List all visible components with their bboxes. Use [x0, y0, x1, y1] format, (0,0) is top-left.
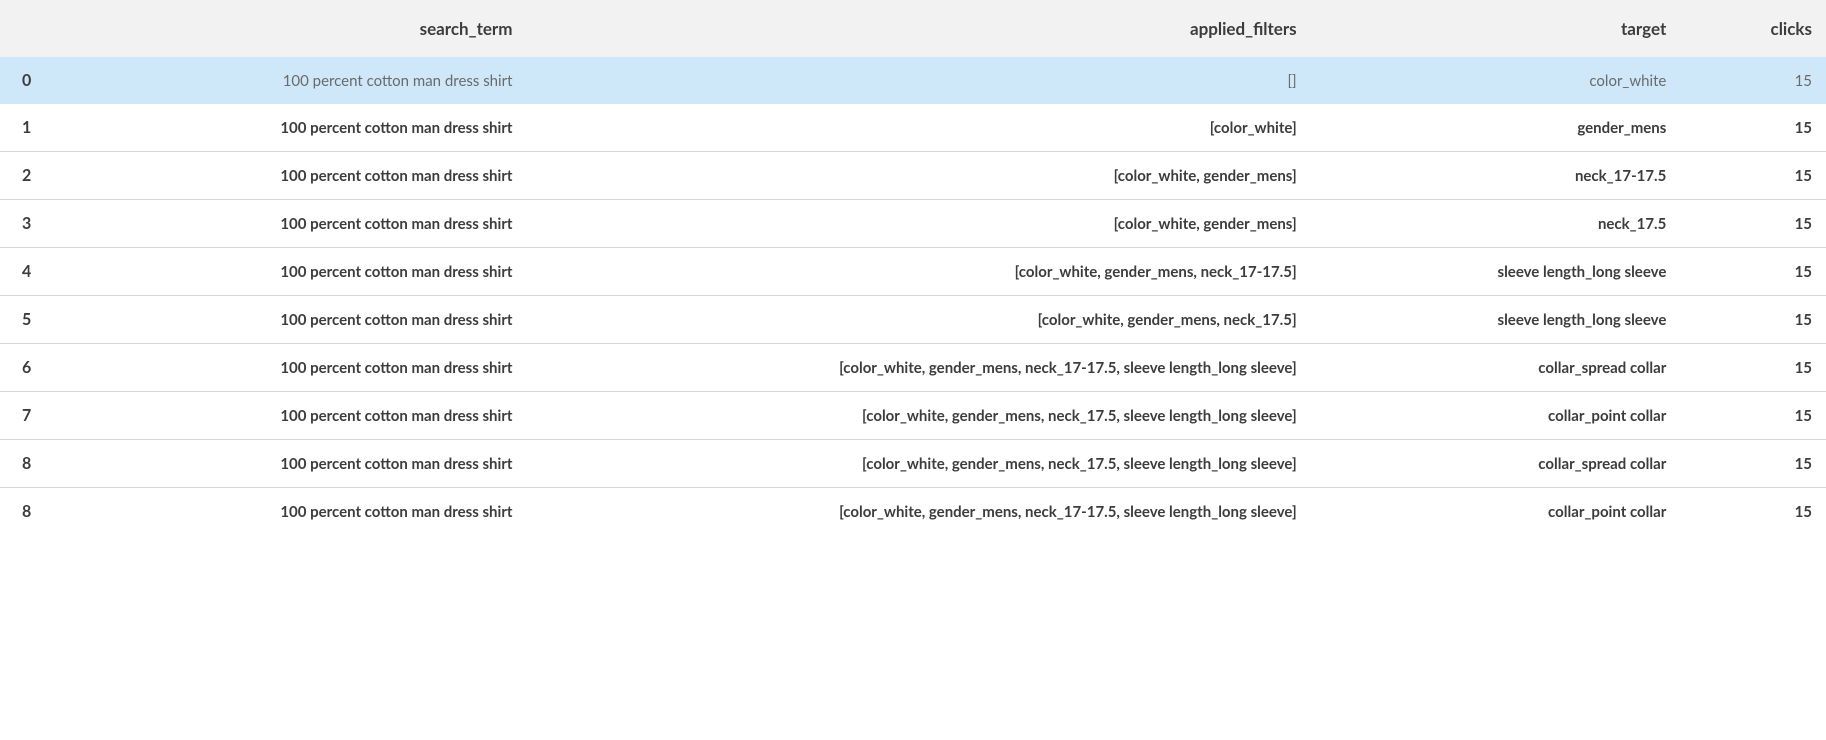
cell-clicks: 15 [1680, 296, 1826, 344]
row-index: 8 [0, 440, 78, 488]
cell-applied-filters: [color_white, gender_mens, neck_17-17.5,… [527, 488, 1311, 536]
cell-target: sleeve length_long sleeve [1311, 248, 1681, 296]
dataframe-container: search_term applied_filters target click… [0, 0, 1826, 535]
table-row[interactable]: 8 100 percent cotton man dress shirt [co… [0, 488, 1826, 536]
cell-applied-filters: [color_white, gender_mens] [527, 152, 1311, 200]
row-index: 0 [0, 57, 78, 104]
cell-target: collar_point collar [1311, 392, 1681, 440]
table-header-row: search_term applied_filters target click… [0, 0, 1826, 57]
row-index: 1 [0, 104, 78, 152]
cell-target: collar_point collar [1311, 488, 1681, 536]
cell-clicks: 15 [1680, 248, 1826, 296]
row-index: 4 [0, 248, 78, 296]
cell-clicks: 15 [1680, 344, 1826, 392]
cell-search-term: 100 percent cotton man dress shirt [78, 200, 526, 248]
cell-target: gender_mens [1311, 104, 1681, 152]
cell-search-term: 100 percent cotton man dress shirt [78, 296, 526, 344]
cell-applied-filters: [color_white, gender_mens] [527, 200, 1311, 248]
table-header: search_term applied_filters target click… [0, 0, 1826, 57]
cell-applied-filters: [color_white, gender_mens, neck_17-17.5,… [527, 344, 1311, 392]
cell-applied-filters: [] [527, 57, 1311, 104]
cell-applied-filters: [color_white] [527, 104, 1311, 152]
column-header-clicks: clicks [1680, 0, 1826, 57]
column-header-index [0, 0, 78, 57]
cell-search-term: 100 percent cotton man dress shirt [78, 152, 526, 200]
cell-applied-filters: [color_white, gender_mens, neck_17.5, sl… [527, 392, 1311, 440]
row-index: 5 [0, 296, 78, 344]
cell-clicks: 15 [1680, 104, 1826, 152]
cell-clicks: 15 [1680, 440, 1826, 488]
cell-applied-filters: [color_white, gender_mens, neck_17-17.5] [527, 248, 1311, 296]
cell-target: neck_17.5 [1311, 200, 1681, 248]
cell-clicks: 15 [1680, 392, 1826, 440]
row-index: 3 [0, 200, 78, 248]
cell-search-term: 100 percent cotton man dress shirt [78, 248, 526, 296]
table-row[interactable]: 4 100 percent cotton man dress shirt [co… [0, 248, 1826, 296]
table-row[interactable]: 0 100 percent cotton man dress shirt [] … [0, 57, 1826, 104]
cell-search-term: 100 percent cotton man dress shirt [78, 392, 526, 440]
table-row[interactable]: 3 100 percent cotton man dress shirt [co… [0, 200, 1826, 248]
cell-clicks: 15 [1680, 488, 1826, 536]
cell-target: color_white [1311, 57, 1681, 104]
cell-target: collar_spread collar [1311, 440, 1681, 488]
cell-search-term: 100 percent cotton man dress shirt [78, 57, 526, 104]
row-index: 6 [0, 344, 78, 392]
column-header-search-term: search_term [78, 0, 526, 57]
cell-applied-filters: [color_white, gender_mens, neck_17.5] [527, 296, 1311, 344]
cell-target: collar_spread collar [1311, 344, 1681, 392]
column-header-applied-filters: applied_filters [527, 0, 1311, 57]
table-row[interactable]: 8 100 percent cotton man dress shirt [co… [0, 440, 1826, 488]
cell-clicks: 15 [1680, 57, 1826, 104]
table-row[interactable]: 7 100 percent cotton man dress shirt [co… [0, 392, 1826, 440]
cell-search-term: 100 percent cotton man dress shirt [78, 104, 526, 152]
cell-clicks: 15 [1680, 200, 1826, 248]
cell-applied-filters: [color_white, gender_mens, neck_17.5, sl… [527, 440, 1311, 488]
cell-clicks: 15 [1680, 152, 1826, 200]
column-header-target: target [1311, 0, 1681, 57]
cell-search-term: 100 percent cotton man dress shirt [78, 488, 526, 536]
table-body: 0 100 percent cotton man dress shirt [] … [0, 57, 1826, 535]
row-index: 2 [0, 152, 78, 200]
row-index: 8 [0, 488, 78, 536]
row-index: 7 [0, 392, 78, 440]
table-row[interactable]: 1 100 percent cotton man dress shirt [co… [0, 104, 1826, 152]
table-row[interactable]: 6 100 percent cotton man dress shirt [co… [0, 344, 1826, 392]
table-row[interactable]: 5 100 percent cotton man dress shirt [co… [0, 296, 1826, 344]
table-row[interactable]: 2 100 percent cotton man dress shirt [co… [0, 152, 1826, 200]
cell-search-term: 100 percent cotton man dress shirt [78, 344, 526, 392]
cell-search-term: 100 percent cotton man dress shirt [78, 440, 526, 488]
dataframe-table: search_term applied_filters target click… [0, 0, 1826, 535]
cell-target: sleeve length_long sleeve [1311, 296, 1681, 344]
cell-target: neck_17-17.5 [1311, 152, 1681, 200]
